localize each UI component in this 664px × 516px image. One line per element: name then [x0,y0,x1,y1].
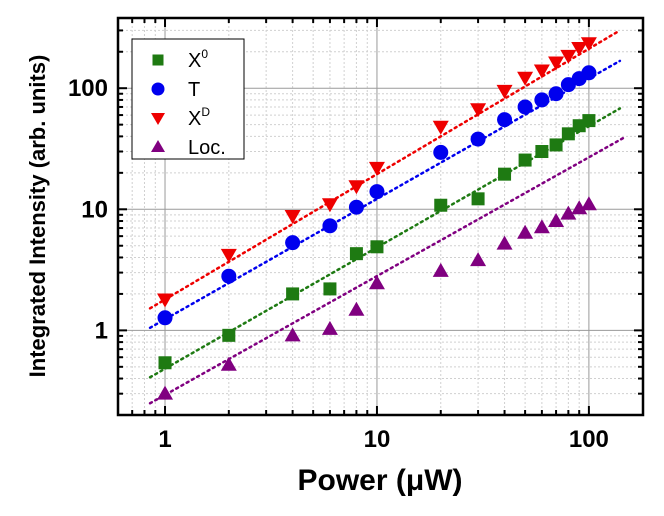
legend-marker-x0 [152,54,164,66]
data-point-loc [517,224,534,239]
data-point-xd [470,103,487,118]
data-point-xd [560,49,577,64]
x-axis-title: Power (μW) [297,464,462,497]
tick-labels: 1 10 100 1 10 100 [68,75,609,453]
series-t [157,65,597,326]
data-point-x0 [286,287,300,301]
x-tick-label: 100 [569,426,609,453]
legend-box [131,38,245,160]
data-point-loc [580,196,597,211]
data-point-x0 [349,247,363,261]
data-point-t [157,310,173,326]
data-point-x0 [323,282,337,296]
legend: X0 T XD Loc. [131,38,245,160]
legend-label-x0: X0 [188,47,208,72]
data-point-loc [321,320,338,335]
data-point-x0 [561,127,575,141]
data-point-xd [368,161,385,176]
legend-marker-loc [151,140,165,152]
data-point-x0 [535,145,549,159]
data-point-xd [220,248,237,263]
y-tick-label: 10 [81,196,108,223]
data-point-loc [548,213,565,228]
legend-marker-xd [151,113,165,125]
data-point-t [470,131,486,147]
data-point-t [285,235,301,251]
data-point-xd [321,198,338,213]
legend-label-t: T [188,79,200,101]
data-point-t [221,268,237,284]
y-tick-label: 100 [68,75,108,102]
legend-marker-t [151,82,165,96]
data-point-x0 [582,114,596,128]
data-point-xd [533,64,550,79]
axis-ticks [117,18,643,415]
series-loc [157,196,597,400]
fit-line-loc [148,135,628,405]
data-point-xd [548,56,565,71]
data-point-loc [348,301,365,316]
data-point-t [369,184,385,200]
data-point-t [517,99,533,115]
data-point-x0 [158,356,172,370]
data-point-t [322,218,338,234]
data-point-x0 [549,138,563,152]
data-point-loc [571,200,588,215]
data-points [157,37,597,400]
series-xd [157,37,597,308]
data-point-loc [560,205,577,220]
data-point-x0 [222,328,236,342]
series-x0 [158,114,596,370]
data-point-t [348,199,364,215]
data-point-loc [432,262,449,277]
data-point-t [497,112,513,128]
data-point-xd [496,84,513,99]
data-point-x0 [498,167,512,181]
x-tick-label: 10 [364,426,391,453]
data-point-xd [348,180,365,195]
data-point-loc [496,235,513,250]
data-point-loc [284,327,301,342]
data-point-xd [580,37,597,52]
data-point-x0 [370,240,384,254]
data-point-loc [533,219,550,234]
data-point-x0 [518,153,532,167]
plot-frame [116,16,645,417]
data-point-t [534,92,550,108]
y-axis-title: Integrated Intensity (arb. units) [25,55,50,378]
data-point-x0 [434,198,448,212]
data-point-loc [220,356,237,371]
data-point-loc [368,275,385,290]
data-point-x0 [471,192,485,206]
data-point-t [581,65,597,81]
legend-label-xd: XD [188,105,210,130]
data-point-t [548,86,564,102]
legend-label-loc: Loc. [188,137,226,159]
y-tick-label: 1 [95,317,108,344]
data-point-t [433,144,449,160]
data-point-xd [432,120,449,135]
data-point-loc [470,252,487,267]
data-point-loc [157,385,174,400]
data-point-xd [517,71,534,86]
data-point-xd [284,210,301,225]
data-point-xd [157,293,174,308]
data-point-xd [571,41,588,56]
x-tick-label: 1 [158,426,171,453]
